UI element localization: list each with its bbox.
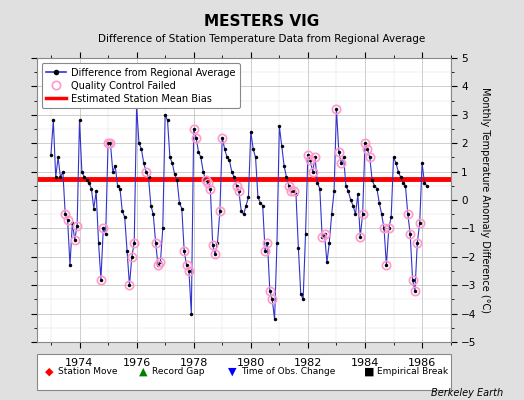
Text: 1982: 1982 [294, 358, 322, 368]
Text: MESTERS VIG: MESTERS VIG [204, 14, 320, 29]
Y-axis label: Monthly Temperature Anomaly Difference (°C): Monthly Temperature Anomaly Difference (… [481, 87, 490, 313]
Text: ■: ■ [364, 367, 375, 377]
Text: Berkeley Earth: Berkeley Earth [431, 388, 503, 398]
Text: Difference of Station Temperature Data from Regional Average: Difference of Station Temperature Data f… [99, 34, 425, 44]
Text: ◆: ◆ [45, 367, 53, 377]
Text: Record Gap: Record Gap [152, 368, 204, 376]
Text: ▼: ▼ [228, 367, 236, 377]
Text: ▲: ▲ [139, 367, 147, 377]
Text: 1986: 1986 [408, 358, 436, 368]
Text: 1976: 1976 [123, 358, 151, 368]
Text: Empirical Break: Empirical Break [377, 368, 449, 376]
Text: 1980: 1980 [237, 358, 265, 368]
Text: 1974: 1974 [66, 358, 94, 368]
Text: Station Move: Station Move [58, 368, 117, 376]
Text: 1978: 1978 [180, 358, 208, 368]
Text: 1984: 1984 [351, 358, 379, 368]
Text: Time of Obs. Change: Time of Obs. Change [241, 368, 335, 376]
Legend: Difference from Regional Average, Quality Control Failed, Estimated Station Mean: Difference from Regional Average, Qualit… [41, 63, 240, 108]
